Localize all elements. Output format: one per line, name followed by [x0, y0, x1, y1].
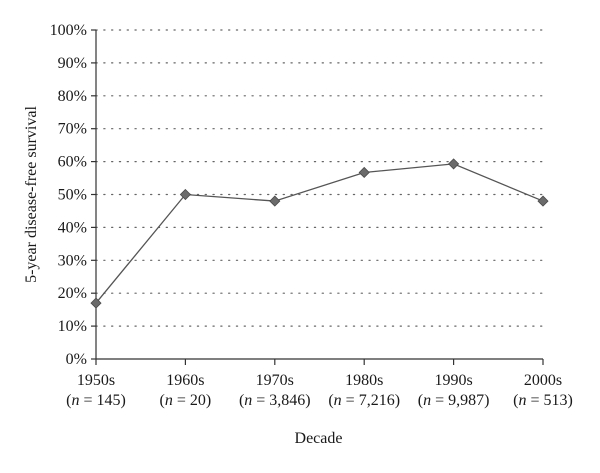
data-points [90, 158, 549, 309]
x-tick-label: 1980s [345, 372, 383, 389]
data-point-diamond-icon [179, 188, 191, 201]
series [95, 163, 544, 304]
y-tick-label: 90% [58, 55, 87, 72]
y-tick-labels: 0% 10% 20% 30% 40% 50% 60% 70% 80% 90% 100% [50, 22, 96, 368]
axes [95, 30, 543, 360]
x-tick-sample-size: (n = 513) [513, 392, 573, 409]
x-tick-labels: 1950s (n = 145) 1960s (n = 20) 1970s (n = 3,8… [66, 359, 573, 409]
x-tick-label: 1970s [256, 372, 294, 389]
y-tick-label: 60% [58, 154, 87, 171]
x-tick-sample-size: (n = 145) [66, 392, 126, 409]
x-tick-sample-size: (n = 20) [160, 392, 212, 409]
data-point-diamond-icon [90, 297, 102, 309]
data-point-diamond-icon [448, 158, 460, 170]
data-point-diamond-icon [269, 195, 281, 207]
x-tick-sample-size: (n = 3,846) [239, 392, 311, 409]
y-tick-label: 50% [58, 187, 87, 204]
x-tick-label: 1990s [434, 372, 472, 389]
data-point-diamond-icon [537, 195, 549, 207]
x-tick-label: 1950s [77, 372, 115, 389]
x-axis-label: Decade [295, 430, 343, 447]
y-tick-label: 80% [58, 88, 87, 105]
x-tick-sample-size: (n = 9,987) [418, 392, 490, 409]
x-tick-label: 2000s [524, 372, 562, 389]
y-tick-label: 0% [66, 351, 87, 368]
y-tick-label: 10% [58, 318, 87, 335]
y-tick-label: 30% [58, 252, 87, 269]
x-tick-sample-size: (n = 7,216) [328, 392, 400, 409]
y-tick-label: 100% [50, 22, 87, 39]
x-tick-label: 1960s [166, 372, 204, 389]
y-axis-label: 5-year disease-free survival [23, 106, 40, 283]
gridlines [95, 29, 544, 327]
y-tick-label: 40% [58, 219, 87, 236]
series-line [95, 163, 544, 304]
y-tick-label: 70% [58, 121, 87, 138]
data-point-diamond-icon [358, 166, 370, 179]
y-tick-label: 20% [58, 285, 87, 302]
